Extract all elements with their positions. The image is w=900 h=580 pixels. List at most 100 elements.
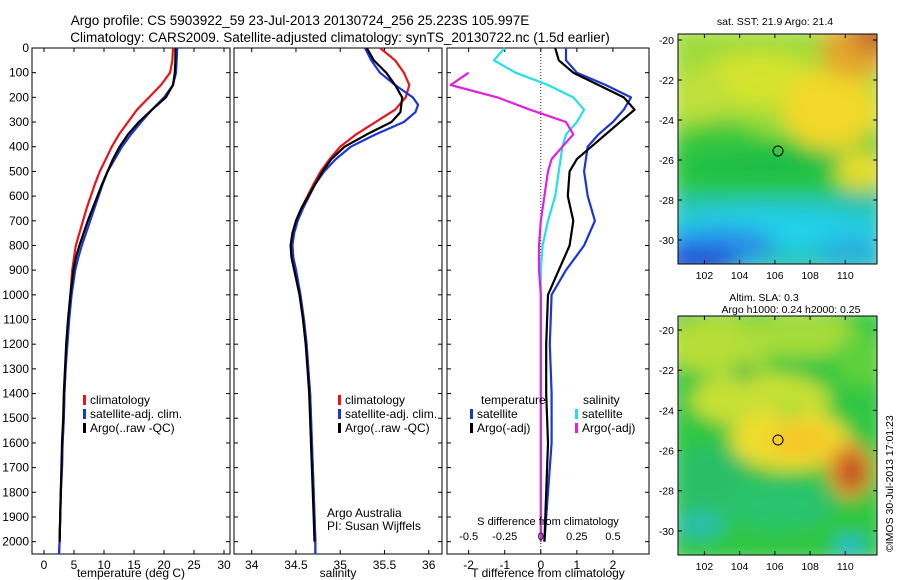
panel-annotation: PI: Susan Wijffels: [327, 519, 421, 533]
map-x-tick-label: 106: [766, 270, 784, 282]
x-tick-label: 15: [127, 558, 141, 572]
legend-entry: Argo(-adj): [477, 421, 530, 435]
x-tick-label: -2: [463, 558, 474, 572]
x-tick-label: 36: [422, 558, 436, 572]
plot-frame: [31, 47, 231, 555]
top-tick-label: 0: [538, 531, 544, 543]
y-tick-label: 100: [9, 66, 29, 80]
y-tick-label: 800: [9, 238, 29, 252]
legend-entry: climatology: [345, 393, 405, 407]
sla-title-line-1: Altim. SLA: 0.3: [729, 292, 799, 304]
y-tick-label: 1500: [2, 411, 29, 425]
legend-entry: climatology: [90, 393, 150, 407]
legend-swatch: [575, 423, 578, 433]
legend-swatch: [338, 395, 341, 405]
map-y-tick-label: -26: [659, 446, 674, 458]
x-tick-label: 2: [610, 558, 617, 572]
y-tick-label: 200: [9, 90, 29, 104]
x-tick-label: 1: [574, 558, 581, 572]
x-tick-label: 0: [41, 558, 48, 572]
map-y-tick-label: -26: [659, 155, 674, 167]
map-x-tick-label: 108: [801, 270, 819, 282]
legend-swatch: [338, 423, 341, 433]
top-tick-label: 0.25: [566, 531, 587, 543]
x-tick-label: 5: [71, 558, 78, 572]
sla-title-line-2: Argo h1000: 0.24 h2000: 0.25: [722, 304, 861, 316]
top-tick-label: -0.25: [492, 531, 517, 543]
map-y-tick-label: -22: [659, 365, 674, 377]
map-x-tick-label: 110: [837, 561, 854, 573]
panel-annotation: Argo Australia: [327, 506, 402, 520]
top-tick-label: -0.5: [459, 531, 478, 543]
series-line-argo-adj-3: [449, 71, 575, 542]
map-y-tick-label: -30: [659, 235, 674, 247]
map-x-tick-label: 110: [837, 270, 854, 282]
y-tick-label: 400: [9, 140, 29, 154]
legend-entry: satellite-adj. clim.: [90, 407, 182, 421]
salinity-panel: 34 34.5 35 35.5 36 salinity climatologysatelli…: [233, 47, 443, 580]
legend-swatch: [83, 423, 86, 433]
series-line-argo-raw-qc-2: [289, 47, 404, 542]
y-tick-label: 1600: [2, 436, 29, 450]
legend-entry: satellite: [582, 407, 623, 421]
map-x-tick-label: 106: [766, 561, 784, 573]
x-tick-label: 34: [245, 558, 259, 572]
series-line-argo-raw-qc-2: [58, 48, 177, 542]
y-tick-label: 600: [9, 189, 29, 203]
x-axis-label: salinity: [320, 566, 357, 580]
y-tick-label: 900: [9, 263, 29, 277]
y-tick-label: 1800: [2, 485, 29, 499]
series-line-satellite-adj-clim-1: [57, 47, 179, 555]
x-tick-label: 34.5: [284, 558, 308, 572]
temperature-panel: 0 5 10 15 20 25 300100200300400500600700800900…: [2, 41, 231, 580]
x-tick-label: 25: [187, 558, 201, 572]
y-tick-label: 0: [22, 41, 29, 55]
title-line-2: Climatology: CARS2009. Satellite-adjuste…: [70, 30, 610, 45]
x-tick-label: -1: [499, 558, 510, 572]
legend-swatch: [470, 423, 473, 433]
y-tick-label: 1700: [2, 461, 29, 475]
legend-entry: satellite: [477, 407, 518, 421]
x-tick-label: 20: [157, 558, 171, 572]
x-tick-label: 0: [537, 558, 544, 572]
legend-entry: Argo(-adj): [582, 421, 635, 435]
legend-swatch: [83, 409, 86, 419]
legend-swatch: [470, 409, 473, 419]
map-y-tick-label: -20: [659, 35, 674, 47]
difference-panel: -2 -1 0 1 2T difference from climatology temp…: [446, 47, 650, 580]
series-line-argo-adj-1: [543, 47, 636, 542]
y-tick-label: 2000: [2, 535, 29, 549]
legend-swatch: [83, 395, 86, 405]
map-y-tick-label: -24: [659, 115, 674, 127]
y-tick-label: 500: [9, 164, 29, 178]
x-tick-label: 30: [217, 558, 231, 572]
map-y-tick-label: -28: [659, 486, 674, 498]
legend-entry: Argo(..raw -QC): [90, 421, 175, 435]
x-tick-label: 35.5: [373, 558, 397, 572]
series-line-satellite-0: [543, 48, 633, 542]
map-x-tick-label: 104: [731, 561, 749, 573]
plot-frame: [233, 47, 443, 555]
top-tick-label: 0.5: [605, 531, 620, 543]
map-y-tick-label: -30: [659, 526, 674, 538]
map-y-tick-label: -20: [659, 325, 674, 337]
y-tick-label: 700: [9, 214, 29, 228]
y-tick-label: 1000: [2, 288, 29, 302]
x-axis-label: temperature (deg C): [77, 566, 185, 580]
y-tick-label: 1900: [2, 510, 29, 524]
sla-map: 102 104 106 108 110 -20 -22 -24 -26 -28 -30 Altim.…: [659, 292, 878, 573]
top-axis-label: S difference from climatology: [477, 516, 619, 528]
x-tick-label: 10: [97, 558, 111, 572]
imos-stamp: ©IMOS 30-Jul-2013 17:01:23: [884, 415, 896, 552]
series-line-climatology-0: [291, 47, 411, 554]
map-y-tick-label: -28: [659, 195, 674, 207]
legend-entry: Argo(..raw -QC): [345, 421, 430, 435]
argo-location-marker: [772, 145, 784, 157]
y-tick-label: 1100: [3, 313, 29, 327]
legend-title-temperature: temperature: [481, 393, 546, 407]
legend-title-salinity: salinity: [583, 393, 620, 407]
series-line-climatology-0: [57, 47, 175, 555]
y-tick-label: 1300: [2, 362, 29, 376]
map-x-tick-label: 108: [801, 561, 819, 573]
